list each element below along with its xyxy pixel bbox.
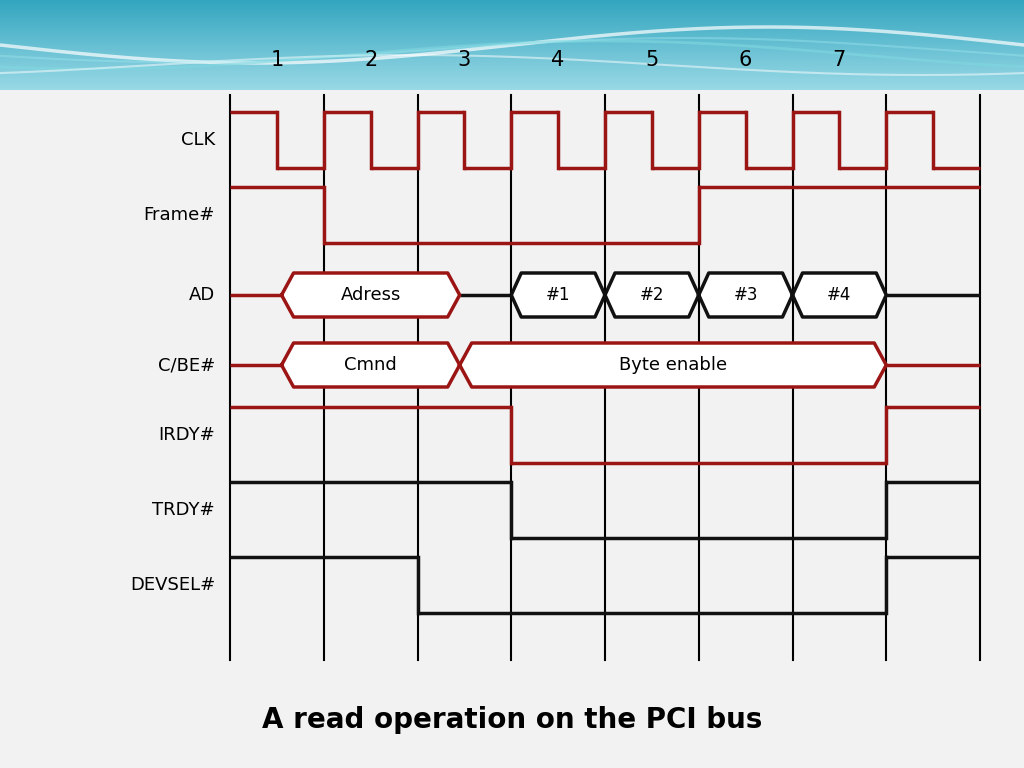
- Text: #3: #3: [733, 286, 758, 304]
- Text: 5: 5: [645, 50, 658, 70]
- Polygon shape: [605, 273, 698, 317]
- Text: IRDY#: IRDY#: [159, 426, 215, 444]
- Text: 6: 6: [739, 50, 753, 70]
- Polygon shape: [793, 273, 886, 317]
- Polygon shape: [282, 343, 460, 387]
- Text: TRDY#: TRDY#: [153, 501, 215, 519]
- Text: #4: #4: [827, 286, 852, 304]
- Text: 2: 2: [364, 50, 377, 70]
- Polygon shape: [282, 273, 460, 317]
- Text: #1: #1: [546, 286, 570, 304]
- Text: AD: AD: [188, 286, 215, 304]
- Text: Frame#: Frame#: [143, 206, 215, 224]
- Text: DEVSEL#: DEVSEL#: [130, 576, 215, 594]
- Text: 3: 3: [458, 50, 471, 70]
- Polygon shape: [698, 273, 793, 317]
- Text: 1: 1: [270, 50, 284, 70]
- Polygon shape: [511, 273, 605, 317]
- Bar: [0, 90, 1024, 768]
- Text: C/BE#: C/BE#: [158, 356, 215, 374]
- Text: 7: 7: [833, 50, 846, 70]
- Text: Byte enable: Byte enable: [618, 356, 727, 374]
- Text: #2: #2: [640, 286, 665, 304]
- Text: Cmnd: Cmnd: [344, 356, 397, 374]
- Text: CLK: CLK: [181, 131, 215, 149]
- Text: 4: 4: [552, 50, 565, 70]
- Text: Adress: Adress: [340, 286, 400, 304]
- Polygon shape: [460, 343, 886, 387]
- Text: A read operation on the PCI bus: A read operation on the PCI bus: [262, 706, 762, 734]
